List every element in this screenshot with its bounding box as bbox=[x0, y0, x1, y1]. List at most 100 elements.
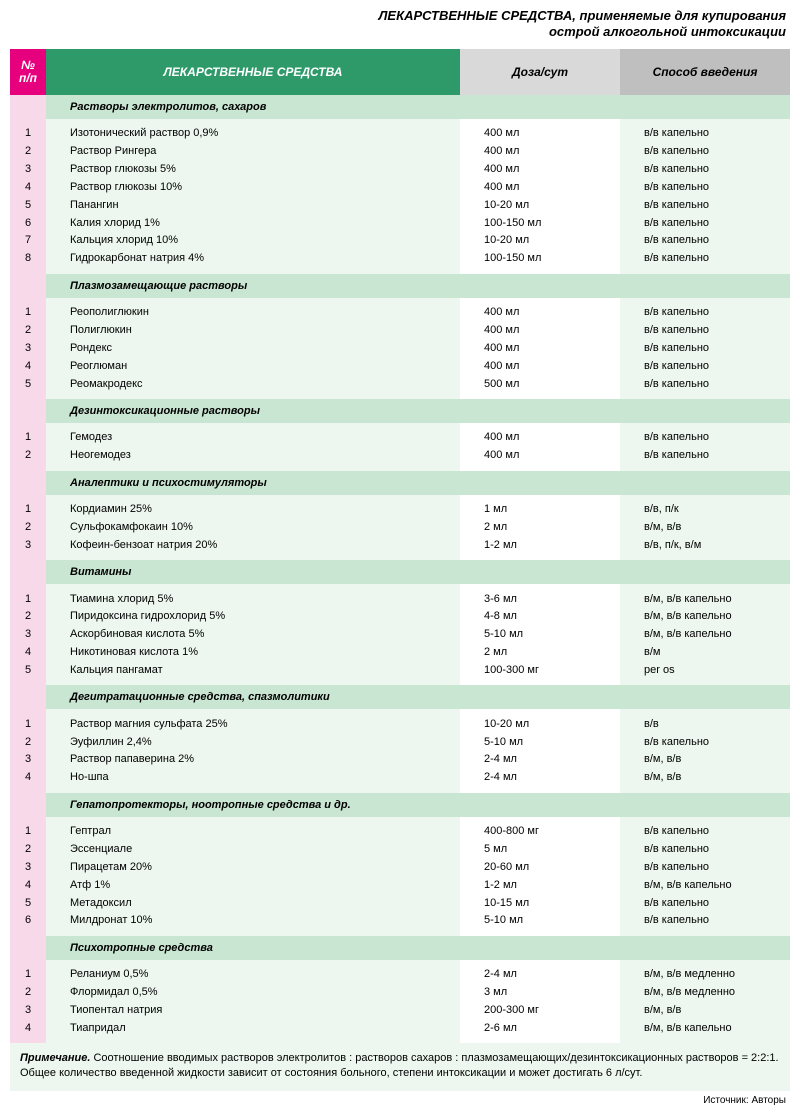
cell-route: в/м, в/в капельно bbox=[620, 876, 790, 894]
section-row: Витамины bbox=[10, 560, 790, 584]
cell-route: в/м bbox=[620, 644, 790, 662]
section-title: Дегитратационные средства, спазмолитики bbox=[46, 685, 460, 709]
cell-number: 1 bbox=[10, 125, 46, 143]
cell-name: Гидрокарбонат натрия 4% bbox=[46, 250, 460, 268]
cell-dose: 200-300 мг bbox=[460, 1001, 620, 1019]
cell-name: Аскорбиновая кислота 5% bbox=[46, 626, 460, 644]
cell-name: Тиапридал bbox=[46, 1019, 460, 1037]
title-caps: ЛЕКАРСТВЕННЫЕ СРЕДСТВА, bbox=[378, 8, 575, 23]
cell-dose: 400 мл bbox=[460, 125, 620, 143]
section-row: Растворы электролитов, сахаров bbox=[10, 95, 790, 119]
cell-number: 1 bbox=[10, 823, 46, 841]
table-row: 1Кордиамин 25%1 млв/в, п/к bbox=[10, 501, 790, 519]
cell-number: 1 bbox=[10, 966, 46, 984]
cell-dose: 3-6 мл bbox=[460, 590, 620, 608]
section-title: Витамины bbox=[46, 560, 460, 584]
cell-dose: 5-10 мл bbox=[460, 733, 620, 751]
cell-name: Кальция пангамат bbox=[46, 661, 460, 679]
table-row: 4Реоглюман400 млв/в капельно bbox=[10, 357, 790, 375]
table-row: 2Сульфокамфокаин 10%2 млв/м, в/в bbox=[10, 518, 790, 536]
cell-route: в/в капельно bbox=[620, 214, 790, 232]
cell-number: 3 bbox=[10, 536, 46, 554]
cell-name: Раствор глюкозы 10% bbox=[46, 178, 460, 196]
section-num bbox=[10, 399, 46, 423]
cell-route: в/в капельно bbox=[620, 823, 790, 841]
col-header-name: ЛЕКАРСТВЕННЫЕ СРЕДСТВА bbox=[46, 49, 460, 95]
cell-name: Тиопентал натрия bbox=[46, 1001, 460, 1019]
cell-dose: 400 мл bbox=[460, 339, 620, 357]
section-title: Гепатопротекторы, ноотропные средства и … bbox=[46, 793, 460, 817]
cell-number: 5 bbox=[10, 196, 46, 214]
section-empty bbox=[620, 685, 790, 709]
section-row: Аналептики и психостимуляторы bbox=[10, 471, 790, 495]
table-row: 4Никотиновая кислота 1%2 млв/м bbox=[10, 644, 790, 662]
cell-dose: 2-6 мл bbox=[460, 1019, 620, 1037]
cell-route: в/в капельно bbox=[620, 858, 790, 876]
cell-dose: 100-150 мл bbox=[460, 250, 620, 268]
cell-number: 1 bbox=[10, 590, 46, 608]
table-row: 1Реланиум 0,5%2-4 млв/м, в/в медленно bbox=[10, 966, 790, 984]
cell-number: 4 bbox=[10, 769, 46, 787]
section-row: Дегитратационные средства, спазмолитики bbox=[10, 685, 790, 709]
section-num bbox=[10, 560, 46, 584]
col-header-route: Способ введения bbox=[620, 49, 790, 95]
cell-name: Полиглюкин bbox=[46, 321, 460, 339]
cell-name: Реоглюман bbox=[46, 357, 460, 375]
cell-name: Атф 1% bbox=[46, 876, 460, 894]
section-title: Психотропные средства bbox=[46, 936, 460, 960]
cell-route: в/в капельно bbox=[620, 125, 790, 143]
page-title-line2: острой алкогольной интоксикации bbox=[10, 24, 786, 40]
table-row: 2Раствор Рингера400 млв/в капельно bbox=[10, 143, 790, 161]
section-empty bbox=[620, 471, 790, 495]
cell-name: Кордиамин 25% bbox=[46, 501, 460, 519]
cell-name: Кофеин-бензоат натрия 20% bbox=[46, 536, 460, 554]
page-title-line1: ЛЕКАРСТВЕННЫЕ СРЕДСТВА, применяемые для … bbox=[10, 8, 786, 24]
table-row: 2Пиридоксина гидрохлорид 5%4-8 млв/м, в/… bbox=[10, 608, 790, 626]
cell-route: в/м, в/в медленно bbox=[620, 984, 790, 1002]
section-empty bbox=[460, 685, 620, 709]
cell-number: 2 bbox=[10, 143, 46, 161]
section-num bbox=[10, 95, 46, 119]
cell-dose: 10-15 мл bbox=[460, 894, 620, 912]
cell-route: в/м, в/в bbox=[620, 769, 790, 787]
cell-number: 5 bbox=[10, 894, 46, 912]
cell-dose: 1-2 мл bbox=[460, 536, 620, 554]
section-empty bbox=[460, 936, 620, 960]
cell-dose: 400 мл bbox=[460, 447, 620, 465]
cell-route: в/м, в/в капельно bbox=[620, 608, 790, 626]
cell-name: Кальция хлорид 10% bbox=[46, 232, 460, 250]
cell-route: в/в капельно bbox=[620, 321, 790, 339]
cell-dose: 100-300 мг bbox=[460, 661, 620, 679]
cell-route: в/в капельно bbox=[620, 912, 790, 930]
cell-route: в/в капельно bbox=[620, 447, 790, 465]
cell-name: Милдронат 10% bbox=[46, 912, 460, 930]
cell-route: в/в капельно bbox=[620, 304, 790, 322]
cell-name: Раствор магния сульфата 25% bbox=[46, 715, 460, 733]
section-row: Психотропные средства bbox=[10, 936, 790, 960]
cell-dose: 4-8 мл bbox=[460, 608, 620, 626]
cell-number: 4 bbox=[10, 1019, 46, 1037]
section-empty bbox=[460, 399, 620, 423]
section-num bbox=[10, 274, 46, 298]
table-row: 1Изотонический раствор 0,9%400 млв/в кап… bbox=[10, 125, 790, 143]
cell-dose: 400 мл bbox=[460, 429, 620, 447]
cell-dose: 2-4 мл bbox=[460, 751, 620, 769]
cell-number: 1 bbox=[10, 715, 46, 733]
cell-dose: 400 мл bbox=[460, 321, 620, 339]
page: ЛЕКАРСТВЕННЫЕ СРЕДСТВА, применяемые для … bbox=[0, 0, 800, 1112]
cell-name: Раствор глюкозы 5% bbox=[46, 161, 460, 179]
cell-route: в/в капельно bbox=[620, 143, 790, 161]
cell-number: 5 bbox=[10, 375, 46, 393]
cell-name: Эссенциале bbox=[46, 841, 460, 859]
table-row: 6Милдронат 10%5-10 млв/в капельно bbox=[10, 912, 790, 930]
cell-name: Неогемодез bbox=[46, 447, 460, 465]
cell-route: в/м, в/в bbox=[620, 518, 790, 536]
cell-dose: 10-20 мл bbox=[460, 715, 620, 733]
section-num bbox=[10, 936, 46, 960]
cell-dose: 10-20 мл bbox=[460, 196, 620, 214]
cell-route: в/м, в/в bbox=[620, 751, 790, 769]
table-row: 6Калия хлорид 1%100-150 млв/в капельно bbox=[10, 214, 790, 232]
cell-name: Реомакродекс bbox=[46, 375, 460, 393]
cell-route: в/в капельно bbox=[620, 339, 790, 357]
cell-route: в/м, в/в капельно bbox=[620, 626, 790, 644]
